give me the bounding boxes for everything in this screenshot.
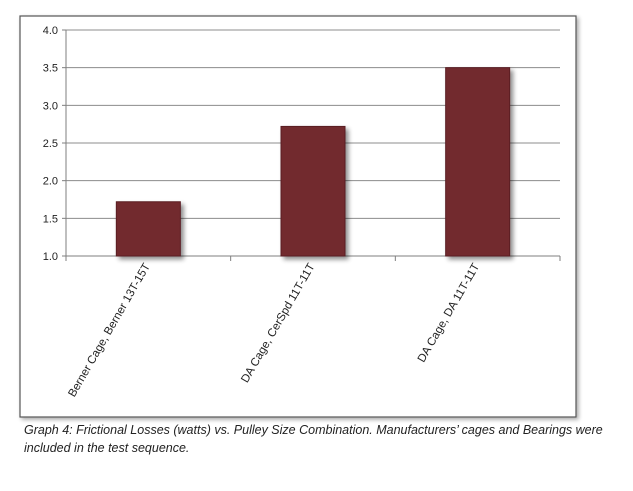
y-tick-label: 3.0 <box>43 100 58 112</box>
y-tick-label: 4.0 <box>43 25 58 37</box>
bars <box>115 67 511 257</box>
bar <box>445 67 511 257</box>
bar <box>115 201 181 257</box>
y-tick-label: 2.5 <box>43 138 58 150</box>
y-tick-label: 2.0 <box>43 176 58 188</box>
bar <box>280 125 346 257</box>
figure-caption: Graph 4: Frictional Losses (watts) vs. P… <box>24 423 603 455</box>
y-tick-labels: 1.0 1.5 2.0 2.5 3.0 3.5 4.0 <box>43 25 58 263</box>
y-tick-label: 1.0 <box>43 251 58 263</box>
y-tick-label: 1.5 <box>43 213 58 225</box>
y-tick-label: 3.5 <box>43 63 58 75</box>
